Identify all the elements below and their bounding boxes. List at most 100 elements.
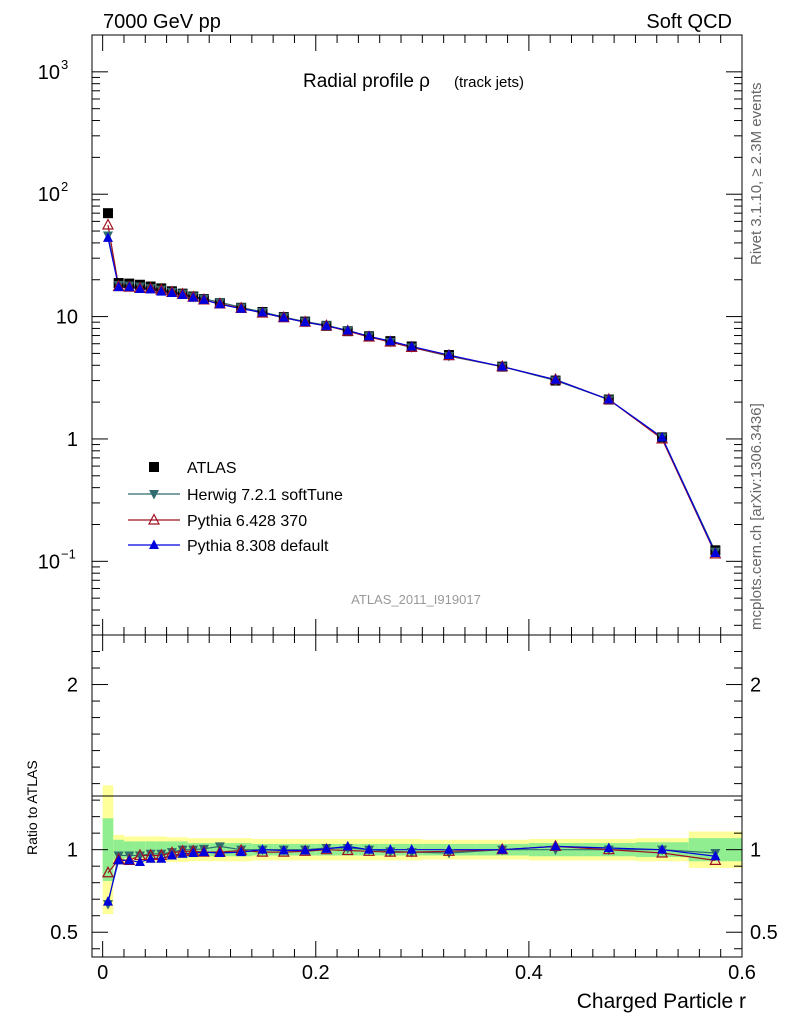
main-y-tick-exponent: −1 <box>61 546 76 561</box>
main-y-tick-label: 10 <box>38 184 60 206</box>
ratio-y-tick-label: 1 <box>67 840 78 862</box>
ratio-data-point <box>145 853 156 863</box>
main-data-point <box>300 316 311 327</box>
ratio-data-point <box>300 844 311 855</box>
ratio-panel: 0.5 0.5 1 1 2 2 0 0.2 0.4 0.6 Ratio to ATLAS Char… <box>24 634 778 1013</box>
legend-marker <box>148 513 160 525</box>
ratio-y-tick-label-right: 1 <box>750 840 761 862</box>
ratio-data-point <box>188 847 199 857</box>
x-tick-label: 0 <box>97 962 108 984</box>
legend-entry: Pythia 6.428 370 <box>187 513 307 530</box>
legend-marker <box>149 462 159 472</box>
main-data-point <box>156 286 167 296</box>
ratio-data-point <box>177 848 188 858</box>
main-data-point <box>102 208 113 219</box>
main-data-point <box>214 298 225 309</box>
main-data-point <box>134 283 145 294</box>
main-data-point <box>124 281 135 292</box>
main-data-point <box>113 281 124 292</box>
ratio-data-point <box>443 844 454 854</box>
legend-entry: Pythia 8.308 default <box>187 538 329 555</box>
main-data-point <box>177 289 188 300</box>
ratio-data-point <box>550 840 561 851</box>
ratio-data-point <box>497 844 508 854</box>
rivet-version-label: Rivet 3.1.10, ≥ 2.3M events <box>748 83 765 266</box>
energy-label: 7000 GeV pp <box>103 11 221 33</box>
ratio-data-point <box>214 847 225 857</box>
legend-entry: Herwig 7.2.1 softTune <box>187 487 343 504</box>
main-data-point <box>101 218 114 230</box>
main-y-tick-exponent: 2 <box>61 179 68 194</box>
ratio-data-point <box>278 844 289 855</box>
main-data-point <box>385 335 396 346</box>
legend-marker <box>149 490 159 500</box>
source-label: mcplots.cern.ch [arXiv:1306.3436] <box>748 403 765 630</box>
main-data-point <box>657 431 668 442</box>
ratio-data-point <box>364 844 375 854</box>
main-y-tick-label: 10 <box>38 62 60 84</box>
main-y-tick-exponent: 3 <box>61 57 68 72</box>
ratio-data-point <box>321 843 332 853</box>
ratio-inner-band <box>123 841 135 858</box>
main-data-point <box>166 287 177 297</box>
ratio-data-point <box>134 856 145 867</box>
main-data-point <box>443 349 454 360</box>
main-data-point <box>406 340 417 351</box>
main-title-suffix: (track jets) <box>454 74 524 91</box>
analysis-id-label: ATLAS_2011_I919017 <box>351 592 481 607</box>
main-data-point <box>710 547 721 557</box>
main-data-point <box>342 324 353 335</box>
x-tick-label: 0.2 <box>302 962 330 984</box>
ratio-data-point <box>101 865 114 878</box>
ratio-data-point <box>156 853 167 863</box>
main-data-point <box>145 283 156 294</box>
ratio-data-point <box>342 840 353 851</box>
category-label: Soft QCD <box>646 11 732 33</box>
ratio-data-point <box>385 844 396 854</box>
x-axis-label: Charged Particle r <box>577 990 746 1013</box>
main-y-tick-label: 10 <box>38 551 60 573</box>
legend-entry: ATLAS <box>187 460 237 477</box>
ratio-data-point <box>257 844 268 854</box>
main-data-point <box>550 374 561 384</box>
ratio-y-tick-label: 0.5 <box>50 922 78 944</box>
ratio-data-point <box>603 842 614 853</box>
ratio-data-point <box>657 844 668 854</box>
main-data-point <box>188 292 199 302</box>
legend: ATLAS Herwig 7.2.1 softTune Pythia 6.428 3… <box>128 460 343 555</box>
main-data-point <box>236 303 247 313</box>
main-data-point <box>603 394 614 404</box>
x-tick-label: 0.6 <box>728 962 756 984</box>
ratio-inner-band <box>113 839 124 860</box>
main-data-point <box>257 306 268 317</box>
main-y-tick-label: 10 <box>56 307 78 329</box>
ratio-data-point <box>406 844 417 854</box>
main-series-line <box>107 237 716 554</box>
ratio-y-tick-label-right: 2 <box>750 675 761 697</box>
ratio-data-point <box>166 849 177 860</box>
ratio-y-tick-label: 2 <box>67 675 78 697</box>
ratio-data-point <box>198 846 209 857</box>
main-data-point <box>198 294 209 304</box>
ratio-data-point <box>236 846 247 857</box>
main-data-point <box>278 312 289 322</box>
ratio-y-axis-label: Ratio to ATLAS <box>24 760 40 855</box>
main-y-tick-label: 1 <box>67 429 78 451</box>
main-data-point <box>102 232 113 242</box>
ratio-data-point <box>124 854 135 865</box>
main-data-point <box>364 330 375 341</box>
ratio-data-point <box>113 854 124 865</box>
main-series-line <box>107 235 716 552</box>
ratio-data-point <box>102 896 113 906</box>
main-title: Radial profile ρ <box>303 71 430 92</box>
main-series-line <box>107 224 716 555</box>
main-data-point <box>497 361 508 371</box>
main-data-point <box>321 320 332 330</box>
legend-marker <box>149 539 159 549</box>
ratio-y-tick-label-right: 0.5 <box>750 922 778 944</box>
ratio-plot-frame <box>91 634 743 958</box>
x-tick-label: 0.4 <box>515 962 543 984</box>
ratio-data-point <box>710 850 721 861</box>
